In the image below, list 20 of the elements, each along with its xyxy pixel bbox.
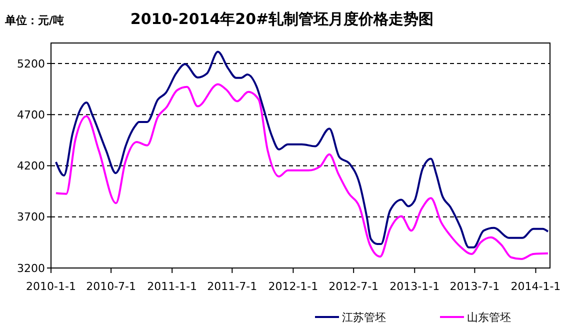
x-tick-label: 2013-7-1: [450, 280, 500, 293]
x-tick-label: 2011-1-1: [147, 280, 198, 293]
x-tick-label: 2010-7-1: [86, 280, 136, 293]
x-tick-label: 2014-1-1: [510, 280, 561, 293]
y-tick-label: 5200: [17, 57, 45, 70]
y-tick-label: 3200: [17, 262, 45, 275]
text: 单位：元/吨: [4, 14, 64, 27]
x-tick-label: 2011-7-1: [207, 280, 258, 293]
line-series: [54, 50, 550, 248]
y-tick-label: 4700: [17, 108, 45, 122]
x-tick-label: 2013-1-1: [390, 280, 440, 293]
x-tick-label: 2010-1-1: [26, 280, 76, 293]
x-tick-label: 2012-7-1: [328, 280, 379, 293]
chart-title: 2010-2014年20#轧制管坯月度价格走势图: [130, 10, 434, 28]
legend-label: 山东管坯: [467, 311, 511, 324]
y-tick-label: 3700: [17, 210, 45, 224]
legend-label: 江苏管坯: [342, 311, 386, 324]
x-tick-label: 2012-1-1: [268, 280, 318, 293]
y-tick-label: 4200: [17, 160, 45, 173]
line-series: [54, 83, 550, 260]
